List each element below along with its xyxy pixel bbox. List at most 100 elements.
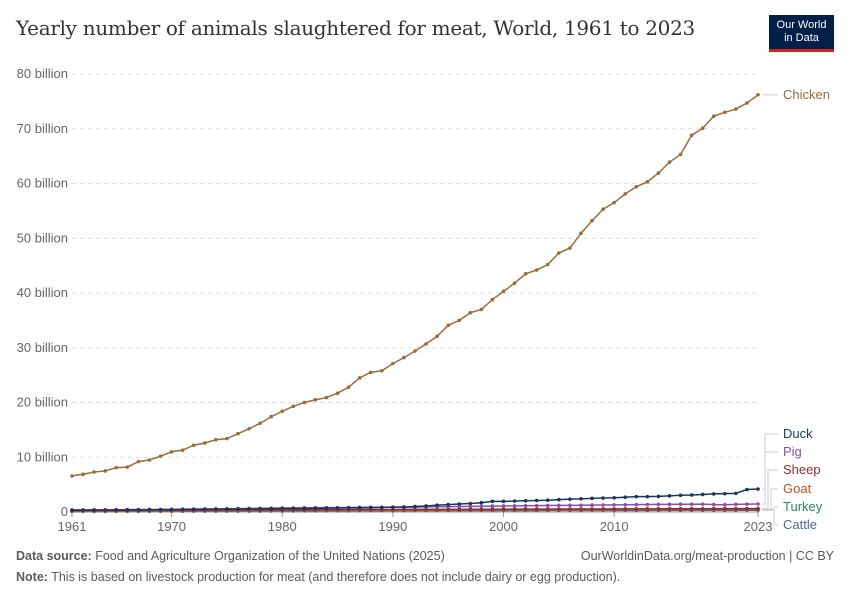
x-tick-label: 1970 — [157, 519, 186, 534]
data-point-pig — [545, 503, 550, 508]
data-point-sheep — [678, 506, 683, 511]
data-point-pig — [745, 502, 749, 506]
data-point-chicken — [590, 218, 594, 223]
data-point-duck — [225, 507, 229, 511]
data-point-duck — [180, 507, 185, 512]
label-connector — [762, 488, 778, 510]
data-point-duck — [557, 497, 561, 502]
data-point-duck — [645, 494, 650, 499]
data-point-pig — [623, 502, 628, 507]
data-point-sheep — [590, 507, 594, 511]
note-label: Note: — [16, 570, 48, 584]
data-point-duck — [324, 506, 329, 510]
data-point-chicken — [302, 400, 307, 405]
data-point-sheep — [623, 507, 628, 511]
data-point-sheep — [490, 507, 495, 512]
x-tick-label: 2023 — [744, 519, 773, 534]
data-point-chicken — [114, 465, 119, 470]
data-point-pig — [678, 502, 683, 507]
data-point-duck — [380, 505, 384, 510]
data-point-duck — [214, 507, 218, 512]
x-tick-label: 2000 — [489, 519, 518, 534]
source-url-link[interactable]: OurWorldinData.org/meat-production | CC … — [580, 549, 834, 563]
owid-logo[interactable]: Our World in Data — [769, 15, 834, 52]
data-point-sheep — [645, 507, 650, 511]
data-point-chicken — [457, 318, 462, 323]
data-source: Data source: Food and Agriculture Organi… — [16, 549, 445, 563]
data-point-sheep — [545, 507, 550, 511]
data-point-duck — [545, 498, 550, 503]
data-point-chicken — [468, 310, 473, 315]
data-point-chicken — [269, 414, 273, 419]
data-point-duck — [346, 506, 351, 510]
data-point-duck — [247, 507, 251, 511]
y-tick-label: 10 billion — [17, 449, 68, 464]
data-point-duck — [601, 496, 605, 500]
data-point-chicken — [601, 207, 605, 212]
data-point-pig — [457, 504, 462, 509]
series-label-duck: Duck — [783, 426, 813, 441]
data-point-sheep — [435, 507, 439, 512]
y-tick-label: 60 billion — [17, 176, 68, 191]
data-point-chicken — [490, 297, 495, 302]
data-point-chicken — [413, 349, 417, 353]
data-point-chicken — [247, 426, 251, 431]
data-point-duck — [269, 506, 273, 511]
data-point-pig — [645, 502, 650, 507]
series-label-goat: Goat — [783, 481, 812, 496]
source-label: Data source: — [16, 549, 92, 563]
data-point-sheep — [534, 507, 539, 511]
data-point-duck — [501, 499, 506, 504]
data-point-pig — [579, 503, 583, 508]
data-point-pig — [656, 502, 661, 507]
data-point-duck — [623, 495, 628, 500]
data-point-pig — [568, 503, 572, 508]
data-point-sheep — [523, 507, 528, 511]
data-point-chicken — [214, 437, 218, 442]
data-point-duck — [612, 495, 616, 500]
data-point-pig — [557, 503, 561, 508]
data-point-chicken — [136, 459, 141, 464]
data-point-duck — [634, 494, 639, 499]
series-label-cattle: Cattle — [783, 517, 817, 532]
data-point-chicken — [711, 114, 716, 118]
data-point-duck — [579, 497, 583, 501]
data-point-chicken — [169, 449, 174, 454]
logo-line-2: in Data — [784, 32, 819, 44]
data-point-sheep — [745, 506, 749, 511]
data-point-chicken — [745, 101, 749, 105]
data-point-chicken — [523, 272, 528, 276]
data-point-chicken — [391, 361, 395, 366]
data-point-duck — [534, 498, 539, 503]
data-point-duck — [745, 487, 749, 492]
data-point-duck — [435, 503, 439, 507]
data-point-duck — [125, 508, 130, 512]
data-point-duck — [568, 497, 572, 501]
data-point-chicken — [147, 458, 152, 462]
data-point-sheep — [512, 507, 517, 511]
data-point-chicken — [756, 93, 760, 97]
data-point-chicken — [380, 368, 384, 373]
data-point-chicken — [645, 180, 650, 184]
data-point-chicken — [700, 126, 705, 131]
data-point-chicken — [424, 342, 428, 346]
data-point-duck — [446, 502, 450, 507]
data-point-sheep — [723, 506, 727, 511]
data-point-sheep — [756, 506, 760, 511]
data-point-sheep — [557, 507, 561, 511]
data-point-pig — [534, 503, 539, 508]
data-point-pig — [667, 502, 672, 507]
data-point-sheep — [446, 507, 450, 512]
data-point-duck — [678, 493, 683, 498]
data-point-duck — [424, 504, 428, 508]
data-point-duck — [590, 496, 594, 501]
data-point-pig — [689, 502, 694, 507]
data-point-chicken — [191, 443, 196, 448]
data-point-sheep — [667, 506, 672, 511]
data-point-chicken — [579, 231, 583, 236]
series-label-sheep: Sheep — [783, 462, 821, 477]
data-point-chicken — [92, 470, 96, 474]
data-point-chicken — [734, 107, 738, 111]
x-tick-label: 1980 — [268, 519, 297, 534]
